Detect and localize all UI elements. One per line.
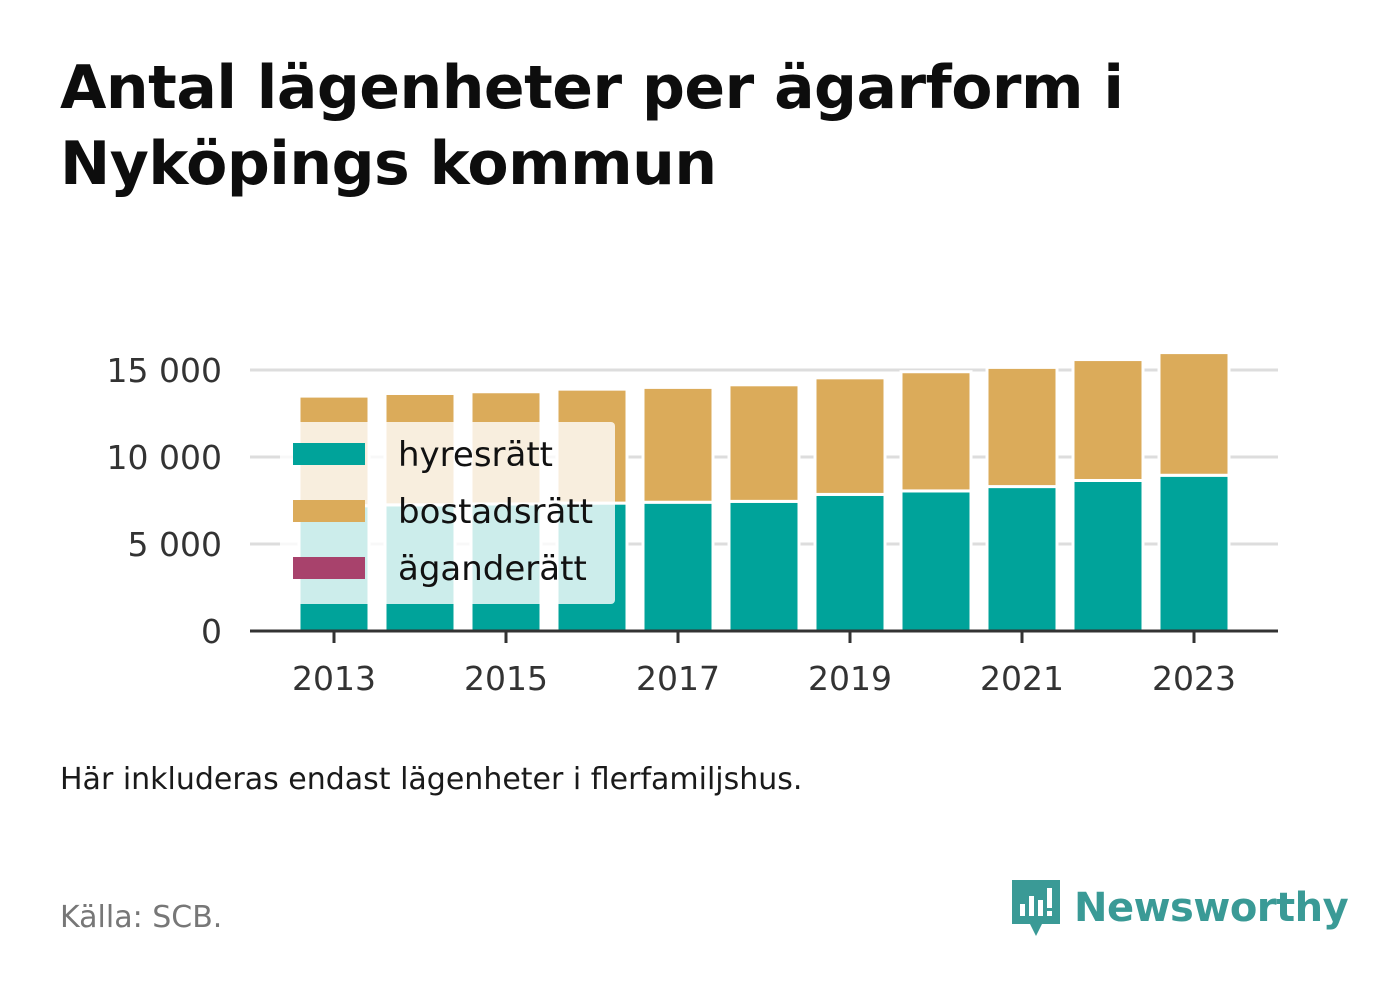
bar-segment-hyresrätt-2020 xyxy=(899,489,973,633)
legend-label-hyresrätt: hyresrätt xyxy=(398,435,553,475)
x-axis-tick-labels: 2013 2015 2017 2019 2021 2023 xyxy=(292,659,1236,698)
newsworthy-logo: Newsworthy xyxy=(1010,878,1349,938)
x-tick-label: 2013 xyxy=(292,659,376,698)
y-tick-label: 10 000 xyxy=(107,438,222,477)
bar-segment-hyresrätt-2017 xyxy=(641,500,715,633)
x-tick-label: 2019 xyxy=(808,659,892,698)
newsworthy-logo-icon xyxy=(1012,880,1060,936)
y-tick-label: 0 xyxy=(201,612,222,651)
bar-segment-bostadsrätt-2020 xyxy=(899,370,973,493)
y-tick-label: 5 000 xyxy=(128,525,222,564)
brand-name: Newsworthy xyxy=(1074,885,1349,931)
bar-segment-bostadsrätt-2019 xyxy=(813,376,887,496)
x-tick-label: 2017 xyxy=(636,659,720,698)
x-tick-label: 2015 xyxy=(464,659,548,698)
legend-label-bostadsrätt: bostadsrätt xyxy=(398,492,593,532)
bar-segment-hyresrätt-2019 xyxy=(813,492,887,633)
x-axis xyxy=(250,629,1278,643)
bar-segment-bostadsrätt-2017 xyxy=(641,385,715,504)
legend-swatch-hyresrätt xyxy=(293,443,365,465)
bar-segment-bostadsrätt-2018 xyxy=(727,383,801,503)
y-tick-label: 15 000 xyxy=(107,351,222,390)
bar-segment-hyresrätt-2018 xyxy=(727,499,801,633)
bar-segment-bostadsrätt-2023 xyxy=(1157,351,1231,477)
bar-segment-bostadsrätt-2022 xyxy=(1071,358,1145,482)
bar-segment-hyresrätt-2022 xyxy=(1071,478,1145,633)
chart-title: Antal lägenheter per ägarform i Nyköping… xyxy=(60,53,1124,199)
x-tick-label: 2023 xyxy=(1152,659,1236,698)
bar-segment-hyresrätt-2023 xyxy=(1157,473,1231,633)
legend-swatch-äganderätt xyxy=(293,557,365,579)
legend: hyresrätt bostadsrätt äganderätt xyxy=(280,422,615,604)
legend-swatch-bostadsrätt xyxy=(293,500,365,522)
y-axis-tick-labels: 0 5 000 10 000 15 000 xyxy=(107,351,222,651)
bar-segment-hyresrätt-2021 xyxy=(985,485,1059,633)
source-text: Källa: SCB. xyxy=(60,900,223,935)
legend-label-äganderätt: äganderätt xyxy=(398,549,587,589)
bar-segment-bostadsrätt-2021 xyxy=(985,365,1059,489)
chart-note: Här inkluderas endast lägenheter i flerf… xyxy=(60,762,803,797)
x-tick-label: 2021 xyxy=(980,659,1064,698)
